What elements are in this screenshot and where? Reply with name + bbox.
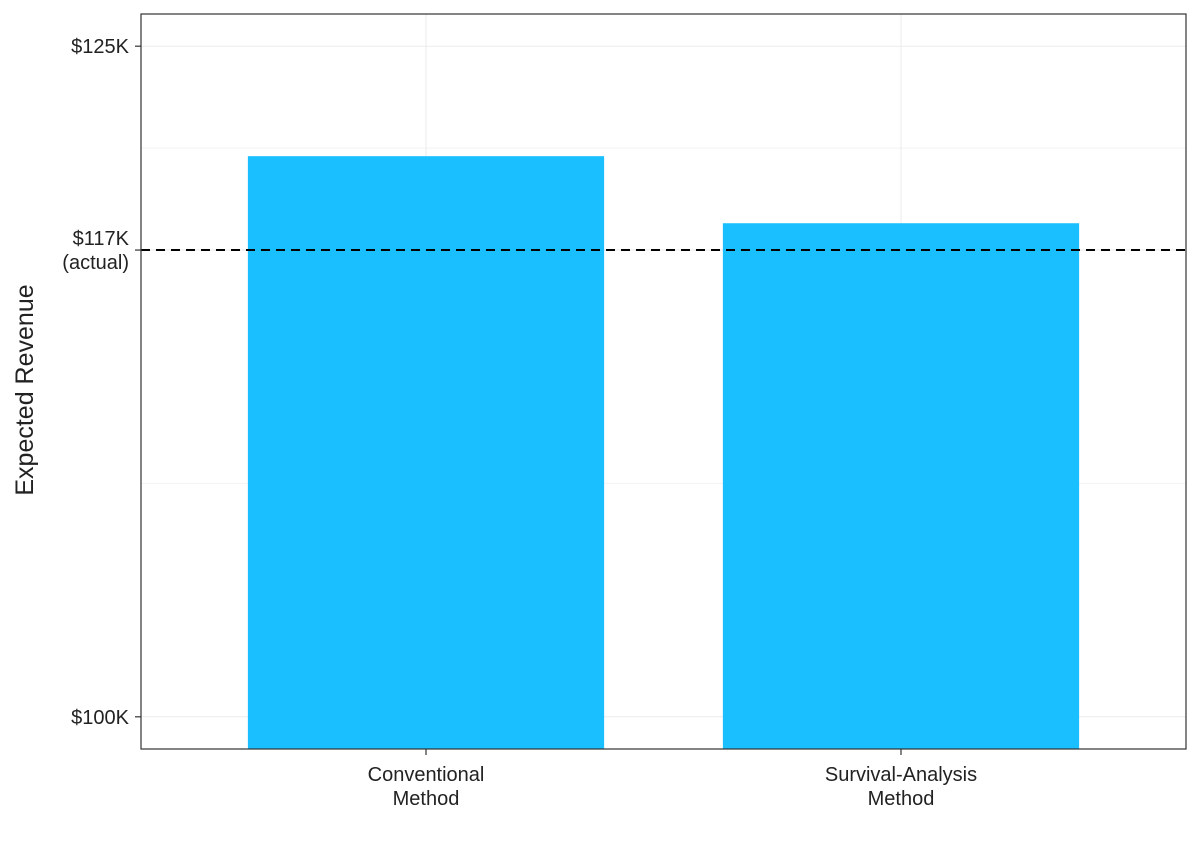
x-tick-label: Survival-Analysis Method — [825, 764, 977, 810]
y-tick-label: $117K (actual) — [62, 228, 129, 274]
plot-border — [140, 13, 1187, 750]
x-tick-label: Conventional Method — [368, 764, 485, 810]
bar — [722, 223, 1080, 749]
y-tick-label: $100K — [71, 707, 129, 729]
y-tick-label: $125K — [71, 36, 129, 58]
bar — [247, 156, 605, 750]
y-axis-title: Expected Revenue — [11, 284, 39, 495]
